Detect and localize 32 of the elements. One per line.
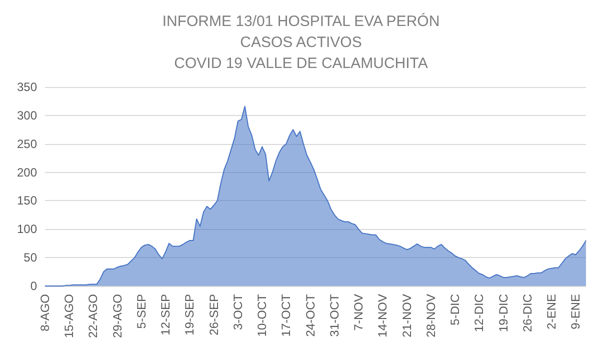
chart-title: INFORME 13/01 HOSPITAL EVA PERÓN CASOS ACTIVOS COVID 19 VALLE DE CALAMUCHITA (162, 12, 440, 72)
x-tick-label: 26-SEP (206, 294, 221, 336)
y-tick-label: 150 (16, 194, 38, 208)
x-tick-label: 24-OCT (303, 293, 318, 337)
x-tick-label: 22-AGO (86, 294, 100, 338)
x-tick-label: 12-SEP (158, 294, 173, 336)
x-tick-label: 3-OCT (230, 293, 245, 330)
x-tick-label: 8-AGO (38, 294, 52, 332)
x-tick-label: 21-NOV (400, 294, 414, 338)
x-tick-label: 19-DIC (496, 294, 510, 332)
y-tick-label: 250 (16, 136, 38, 151)
x-tick-label: 29-AGO (110, 294, 124, 338)
y-tick-label: 350 (16, 80, 38, 94)
y-tick-label: 200 (16, 165, 38, 180)
y-tick-label: 100 (16, 222, 38, 236)
x-tick-label: 2-ENE (544, 294, 559, 330)
x-tick-label: 7-NOV (352, 294, 366, 331)
x-tick-label: 28-NOV (424, 294, 438, 338)
x-tick-label: 14-NOV (376, 294, 390, 338)
x-tick-label: 19-SEP (182, 294, 197, 336)
y-tick-label: 0 (30, 279, 38, 293)
x-tick-label: 17-OCT (279, 293, 294, 337)
x-tick-label: 12-DIC (472, 294, 486, 332)
x-tick-label: 15-AGO (62, 294, 76, 338)
x-tick-label: 31-OCT (327, 293, 342, 337)
y-tick-label: 300 (16, 108, 38, 122)
x-tick-label: 9-ENE (568, 294, 583, 330)
x-tick-label: 5-DIC (448, 294, 462, 326)
y-tick-label: 50 (24, 250, 38, 265)
x-tick-label: 26-DIC (520, 294, 534, 332)
x-tick-label: 10-OCT (255, 293, 270, 337)
x-tick-label: 5-SEP (134, 294, 148, 329)
